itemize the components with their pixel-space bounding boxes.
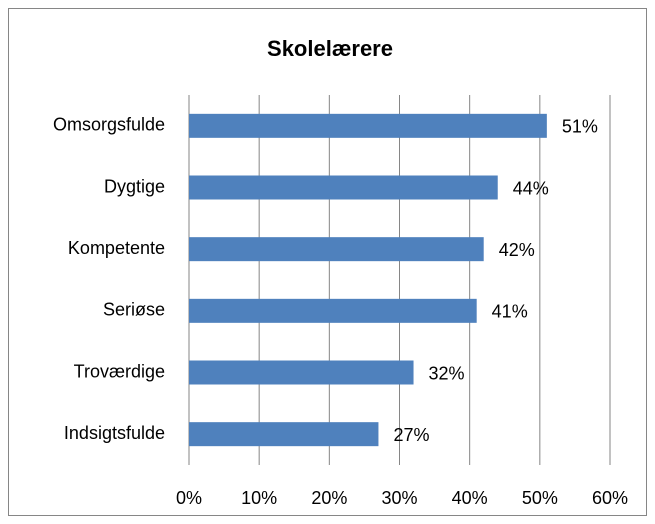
data-label: 27% [393, 425, 429, 445]
x-tick-label: 40% [452, 488, 488, 508]
bar [189, 360, 414, 385]
bar [189, 298, 477, 323]
x-tick-label: 0% [176, 488, 202, 508]
bar [189, 237, 484, 262]
y-tick-label: Indsigtsfulde [64, 423, 165, 443]
data-label: 44% [513, 178, 549, 198]
y-tick-label: Troværdige [74, 361, 165, 381]
y-tick-label: Seriøse [103, 300, 165, 320]
bar [189, 175, 498, 200]
data-label: 51% [562, 117, 598, 137]
data-label: 32% [429, 363, 465, 383]
x-tick-label: 30% [381, 488, 417, 508]
y-tick-label: Dygtige [104, 176, 165, 196]
x-tick-label: 50% [522, 488, 558, 508]
x-tick-label: 10% [241, 488, 277, 508]
bar [189, 422, 379, 447]
chart-title: Skolelærere [267, 36, 393, 61]
data-label: 42% [499, 240, 535, 260]
y-tick-label: Omsorgsfulde [53, 115, 165, 135]
data-label: 41% [492, 302, 528, 322]
x-tick-label: 20% [311, 488, 347, 508]
x-tick-label: 60% [592, 488, 628, 508]
y-tick-label: Kompetente [68, 238, 165, 258]
bar [189, 113, 547, 138]
